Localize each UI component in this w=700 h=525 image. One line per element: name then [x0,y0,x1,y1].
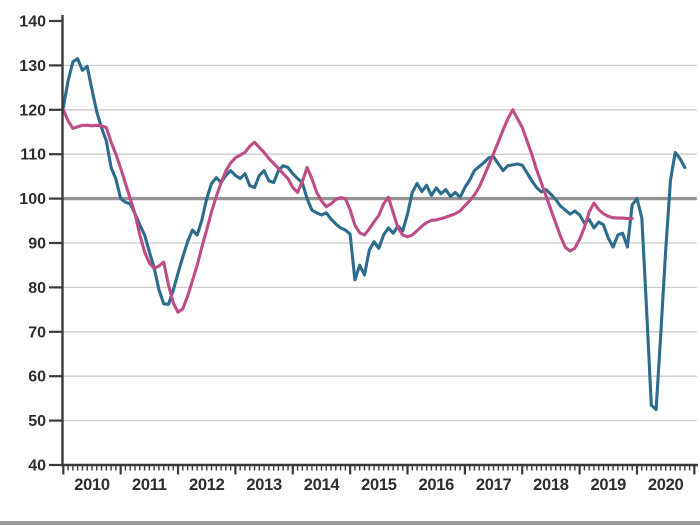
bottom-edge-strip [0,521,700,525]
y-tick-label: 140 [19,14,46,31]
x-tick-label: 2011 [132,476,167,494]
x-tick-label: 2020 [648,476,684,494]
x-tick-labels: 2010 2011 2012 2013 2014 2015 2016 2017 2018 2019… [74,476,684,494]
x-tick-label: 2015 [361,476,397,494]
y-tick-label: 50 [28,413,46,430]
x-tick-label: 2012 [189,476,225,494]
x-tick-label: 2010 [74,476,110,494]
x-tick-label: 2018 [533,476,569,494]
y-tick-label: 90 [28,236,46,253]
series-lines [61,57,687,412]
y-tick-label: 130 [19,58,46,75]
x-tick-label: 2016 [418,476,454,494]
series-teal-line [61,57,687,412]
y-tick-label: 40 [28,458,46,475]
series-pink-line [61,108,634,314]
x-tick-label: 2017 [476,476,512,494]
y-tick-label: 110 [20,147,46,164]
y-axis-ticks [49,19,64,467]
axes [61,15,698,467]
x-tick-label: 2014 [304,476,341,494]
x-axis-ticks [62,465,696,475]
y-tick-label: 60 [28,369,46,386]
y-tick-labels: 40 50 60 70 80 90 100 110 120 130 140 [19,14,46,475]
y-tick-label: 120 [19,102,46,119]
y-tick-label: 100 [19,191,46,208]
x-tick-label: 2019 [591,476,627,494]
x-tick-label: 2013 [246,476,282,494]
y-tick-label: 70 [28,324,46,341]
y-tick-label: 80 [28,280,46,297]
